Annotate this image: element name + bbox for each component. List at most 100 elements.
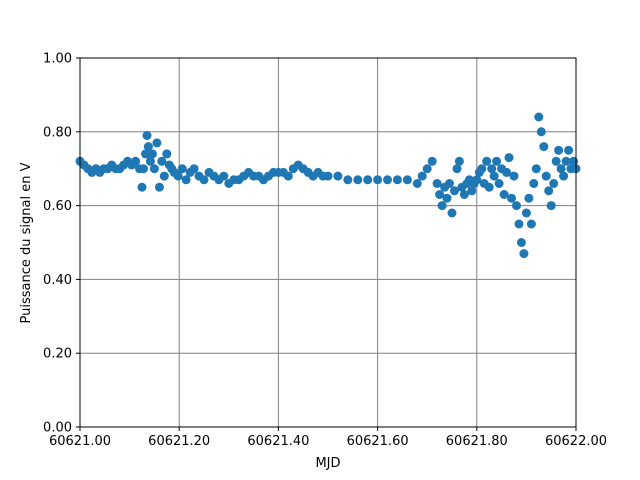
data-point (564, 145, 574, 155)
data-point (516, 238, 526, 247)
data-point (437, 201, 447, 211)
data-point (412, 179, 422, 188)
data-point (559, 171, 569, 181)
data-point (137, 182, 147, 192)
data-point (427, 156, 437, 166)
data-point (141, 149, 150, 159)
data-point (546, 201, 556, 211)
data-point (177, 164, 187, 174)
data-point (531, 164, 541, 174)
x-tick-label: 60622.00 (545, 434, 607, 449)
data-point (494, 179, 504, 188)
data-point (539, 142, 549, 152)
data-point (551, 156, 561, 166)
data-point (499, 190, 509, 199)
data-point (417, 171, 427, 181)
data-point (131, 156, 141, 166)
y-axis-ticks: 0.00 0.20 0.40 0.60 0.80 1.00 (43, 52, 80, 436)
data-point (524, 193, 534, 203)
data-point (173, 171, 183, 181)
y-tick-label: 0.40 (43, 273, 72, 288)
y-tick-label: 0.80 (43, 125, 72, 140)
data-point (450, 186, 459, 196)
data-point (492, 156, 502, 166)
data-point (162, 149, 172, 159)
data-point (323, 171, 333, 181)
data-point (541, 171, 551, 181)
x-axis-ticks: 60621.00 60621.20 60621.40 60621.60 60621.80… (49, 427, 607, 449)
x-tick-label: 60621.00 (49, 434, 111, 449)
data-point (373, 175, 383, 185)
data-point (149, 164, 159, 174)
data-point (333, 171, 343, 181)
x-tick-label: 60621.60 (347, 434, 409, 449)
data-point (432, 179, 442, 188)
data-point (445, 179, 454, 188)
plot-frame (79, 57, 577, 428)
data-point (447, 208, 457, 218)
data-point (556, 164, 566, 174)
data-point (472, 175, 482, 185)
y-tick-label: 1.00 (43, 52, 72, 67)
data-point (487, 164, 497, 174)
data-point (554, 145, 564, 155)
data-point (561, 156, 571, 166)
data-point (504, 153, 514, 163)
data-point (181, 175, 191, 185)
data-point (353, 175, 363, 185)
data-point (482, 156, 492, 166)
data-point (509, 171, 519, 181)
x-tick-label: 60621.40 (247, 434, 309, 449)
data-point (142, 131, 152, 140)
data-point (454, 156, 464, 166)
data-point (147, 149, 157, 159)
data-point (519, 249, 529, 259)
data-point (145, 156, 155, 166)
data-point (402, 175, 412, 185)
data-point (435, 190, 445, 199)
data-point (343, 175, 353, 185)
data-point (489, 171, 499, 181)
data-point (507, 193, 516, 203)
data-point (199, 175, 209, 185)
data-point (526, 219, 536, 229)
data-point (422, 164, 432, 174)
data-point (514, 219, 524, 229)
x-axis-label: MJD (315, 456, 340, 471)
data-point (363, 175, 373, 185)
data-point (544, 186, 554, 196)
data-point (512, 201, 521, 211)
x-tick-label: 60621.80 (446, 434, 508, 449)
data-point (442, 193, 452, 203)
data-point (154, 182, 164, 192)
data-point (484, 182, 494, 192)
data-point (549, 179, 559, 188)
data-point (283, 171, 293, 181)
data-point (529, 179, 539, 188)
data-points (75, 112, 581, 259)
data-point (536, 127, 546, 137)
x-tick-label: 60621.20 (148, 434, 210, 449)
data-point (139, 164, 148, 174)
y-tick-label: 0.60 (43, 199, 72, 214)
data-point (477, 164, 487, 174)
data-point (392, 175, 402, 185)
data-point (467, 186, 477, 196)
y-tick-label: 0.00 (43, 421, 72, 436)
data-point (502, 167, 512, 177)
data-point (459, 190, 469, 199)
data-point (157, 156, 167, 166)
data-point (521, 208, 531, 218)
data-point (189, 164, 199, 174)
data-point (534, 112, 544, 122)
data-point (152, 138, 162, 148)
data-point (159, 171, 169, 181)
data-point (219, 171, 229, 181)
data-point (452, 164, 462, 174)
data-point (143, 142, 153, 152)
data-point (383, 175, 392, 185)
y-axis-label: Puissance du signal en V (19, 162, 34, 323)
y-tick-label: 0.20 (43, 347, 72, 362)
